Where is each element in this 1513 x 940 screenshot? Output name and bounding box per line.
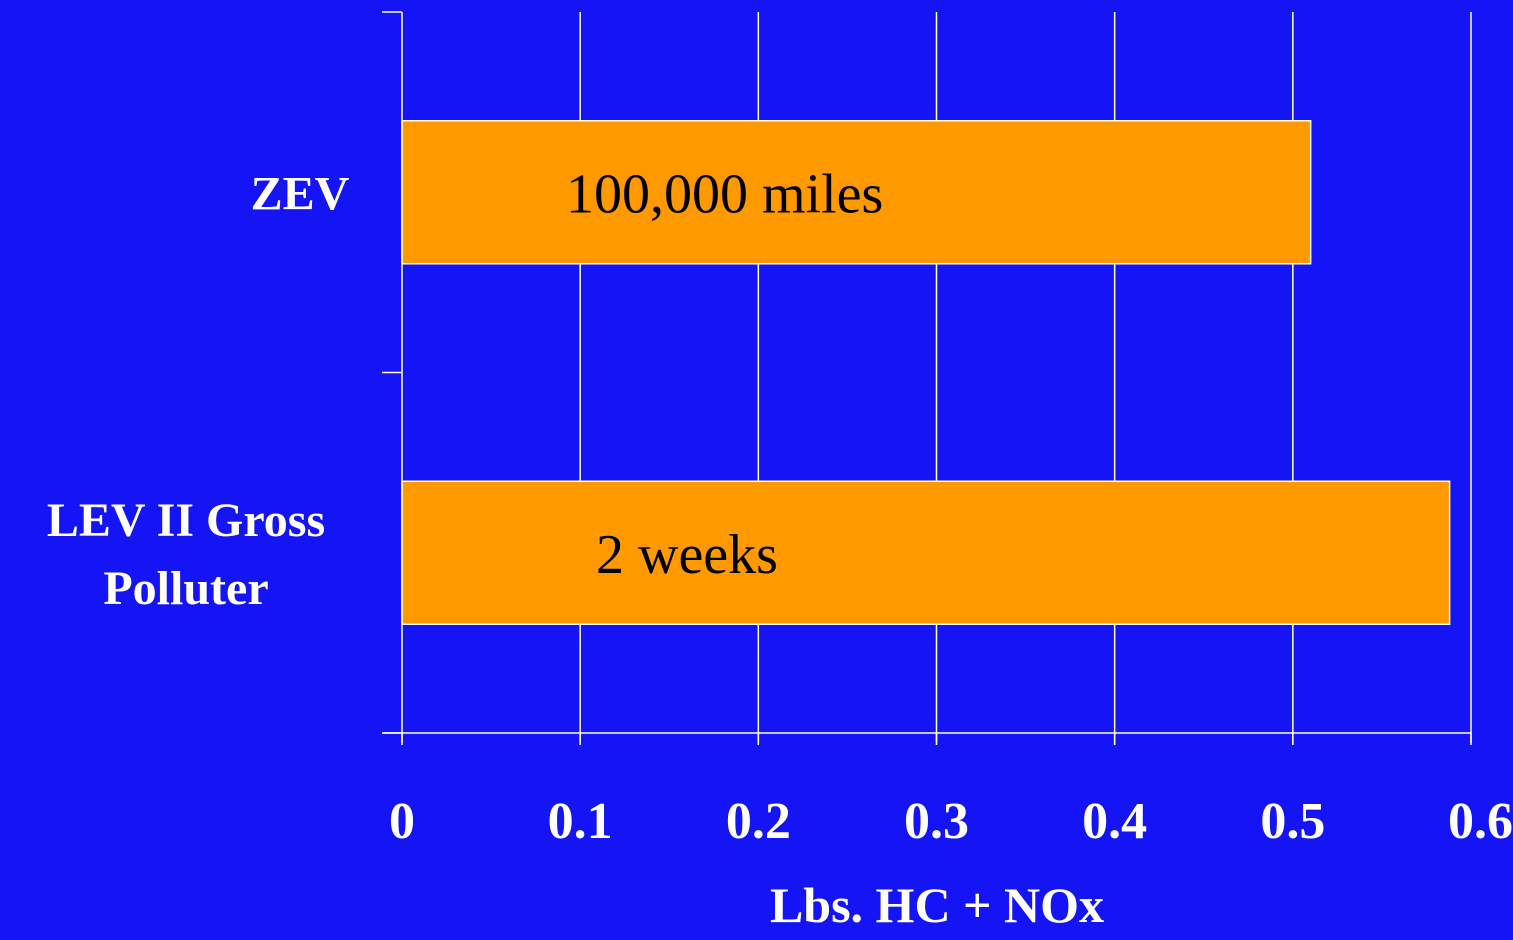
category-label: ZEV [251,167,350,220]
bars [401,120,1451,625]
labels: 100,000 miles ZEV 2 weeks LEV II Gross Pollu… [47,163,1513,850]
bar-data-label: 2 weeks [596,524,778,586]
x-tick-label: 0.1 [548,793,613,850]
axes [382,11,1472,745]
x-tick-label: 0.2 [726,793,791,850]
x-tick-label: 0.4 [1082,793,1147,850]
x-tick-label: 0.6 [1448,793,1513,850]
x-tick-label: 0.3 [904,793,969,850]
bar [401,120,1312,265]
bar-data-label: 100,000 miles [566,163,883,225]
x-tick-label: 0 [389,793,415,850]
x-axis-title: Lbs. HC + NOx [770,877,1104,933]
bar [401,480,1451,625]
category-label: LEV II Gross Polluter [47,494,325,615]
x-tick-label: 0.5 [1260,793,1325,850]
